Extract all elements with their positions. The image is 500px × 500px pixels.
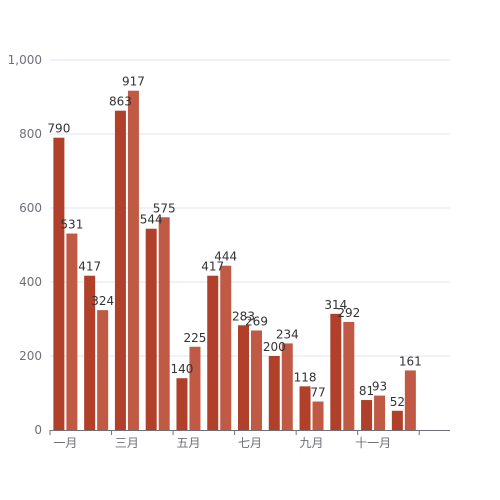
bar-三月-s1 bbox=[114, 110, 126, 430]
data-label-四月-s1: 544 bbox=[140, 213, 163, 227]
bar-十一月-s1 bbox=[361, 400, 373, 430]
data-label-十二月-s2: 161 bbox=[399, 354, 422, 368]
data-label-四月-s2: 575 bbox=[153, 201, 176, 215]
y-tick-label-1000: 1,000 bbox=[8, 53, 42, 67]
x-tick-label-一月: 一月 bbox=[53, 436, 77, 450]
data-label-二月-s1: 417 bbox=[78, 260, 101, 274]
y-tick-label-800: 800 bbox=[19, 127, 42, 141]
data-label-十二月-s1: 52 bbox=[390, 395, 405, 409]
data-label-三月-s1: 863 bbox=[109, 95, 132, 109]
data-label-一月-s1: 790 bbox=[47, 122, 70, 136]
bar-二月-s1 bbox=[84, 275, 96, 430]
data-label-八月-s1: 200 bbox=[263, 340, 286, 354]
bar-十二月-s1 bbox=[391, 410, 403, 430]
bar-四月-s2 bbox=[158, 217, 170, 430]
bar-一月-s1 bbox=[53, 137, 65, 430]
x-tick-label-七月: 七月 bbox=[238, 436, 262, 450]
data-label-九月-s2: 77 bbox=[310, 386, 325, 400]
bar-十一月-s2 bbox=[374, 395, 386, 430]
bar-九月-s1 bbox=[299, 386, 311, 430]
bar-八月-s1 bbox=[268, 356, 280, 430]
data-label-五月-s2: 225 bbox=[184, 331, 207, 345]
data-label-六月-s1: 417 bbox=[201, 260, 224, 274]
bar-七月-s1 bbox=[238, 325, 249, 430]
y-axis-tick-labels: 0 200 400 600 800 1,000 bbox=[8, 53, 42, 437]
bar-五月-s1 bbox=[176, 378, 188, 430]
data-label-八月-s2: 234 bbox=[276, 327, 299, 341]
data-label-六月-s2: 444 bbox=[214, 250, 237, 264]
y-tick-label-0: 0 bbox=[34, 423, 42, 437]
data-label-二月-s2: 324 bbox=[91, 294, 114, 308]
data-label-三月-s2: 917 bbox=[122, 75, 145, 89]
bars bbox=[53, 90, 416, 431]
bar-八月-s2 bbox=[281, 343, 293, 430]
data-label-九月-s1: 118 bbox=[294, 370, 317, 384]
data-label-十一月-s2: 93 bbox=[372, 380, 387, 394]
data-label-十月-s2: 292 bbox=[337, 306, 360, 320]
bar-三月-s2 bbox=[127, 90, 139, 431]
y-tick-label-400: 400 bbox=[19, 275, 42, 289]
x-axis: 一月 三月 五月 七月 九月 十一月 bbox=[49, 430, 450, 450]
bar-四月-s1 bbox=[145, 228, 157, 430]
bar-十月-s1 bbox=[330, 313, 342, 430]
y-tick-label-600: 600 bbox=[19, 201, 42, 215]
bar-六月-s2 bbox=[220, 265, 232, 430]
bar-十二月-s2 bbox=[404, 370, 416, 430]
data-label-七月-s2: 269 bbox=[245, 314, 268, 328]
y-tick-label-200: 200 bbox=[19, 349, 42, 363]
bar-六月-s1 bbox=[207, 275, 219, 430]
data-label-五月-s1: 140 bbox=[171, 362, 194, 376]
bar-九月-s2 bbox=[312, 401, 324, 430]
bar-十月-s2 bbox=[343, 321, 355, 430]
x-tick-label-九月: 九月 bbox=[300, 436, 324, 450]
bar-二月-s2 bbox=[97, 310, 109, 430]
data-label-一月-s2: 531 bbox=[60, 218, 83, 232]
x-tick-label-五月: 五月 bbox=[176, 436, 200, 450]
data-label-十一月-s1: 81 bbox=[359, 384, 374, 398]
data-label-七月-s1: 283 bbox=[232, 309, 255, 323]
bar-五月-s2 bbox=[189, 346, 201, 430]
x-tick-label-十一月: 十一月 bbox=[355, 436, 391, 450]
x-tick-label-三月: 三月 bbox=[115, 436, 139, 450]
data-label-十月-s1: 314 bbox=[324, 298, 347, 312]
bar-一月-s2 bbox=[66, 233, 78, 430]
data-labels: 7905314173248639175445751402254174442832… bbox=[47, 75, 421, 409]
bar-七月-s2 bbox=[251, 330, 262, 430]
